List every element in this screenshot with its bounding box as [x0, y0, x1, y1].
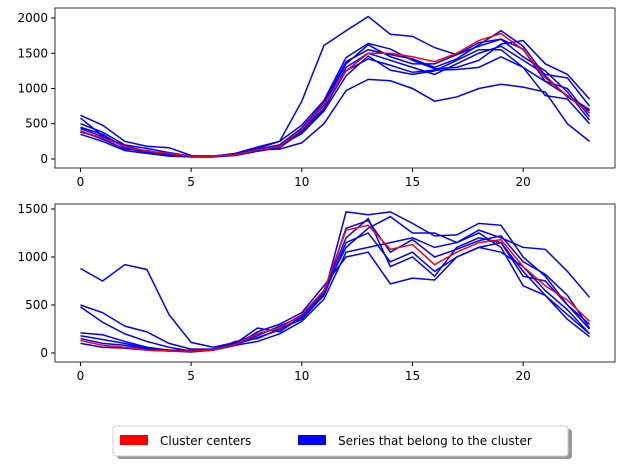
y-tick-label: 1000 [17, 81, 48, 95]
axes-frame [54, 7, 616, 169]
x-tick-label: 0 [77, 369, 85, 383]
legend-label: Cluster centers [160, 434, 251, 448]
x-tick-label: 10 [294, 175, 309, 189]
legend-patch [298, 435, 326, 445]
x-tick-label: 20 [516, 369, 531, 383]
y-tick-label: 1500 [17, 46, 48, 60]
legend-patch [120, 435, 148, 445]
y-tick-label: 2000 [17, 11, 48, 25]
series-line [80, 224, 591, 352]
y-tick-label: 500 [25, 117, 48, 131]
y-tick-label: 1500 [17, 202, 48, 216]
x-tick-label: 5 [187, 175, 195, 189]
y-tick-label: 500 [25, 298, 48, 312]
x-tick-label: 0 [77, 175, 85, 189]
legend-label: Series that belong to the cluster [338, 434, 532, 448]
series-line [80, 39, 591, 157]
legend: Cluster centers Series that belong to the… [120, 434, 532, 448]
series-line [80, 215, 591, 348]
series-line [80, 32, 591, 157]
series-line [80, 211, 591, 350]
series-line [80, 48, 591, 158]
y-tick-label: 0 [40, 346, 48, 360]
legend-box [112, 425, 569, 457]
y-tick-label: 0 [40, 152, 48, 166]
x-tick-label: 10 [294, 369, 309, 383]
x-tick-label: 5 [187, 369, 195, 383]
series-line [80, 219, 591, 351]
series-line [80, 217, 591, 352]
x-tick-label: 15 [405, 369, 420, 383]
axes-frame [54, 203, 616, 363]
y-tick-label: 1000 [17, 250, 48, 264]
series-line [80, 38, 591, 157]
x-tick-label: 15 [405, 175, 420, 189]
x-tick-label: 20 [516, 175, 531, 189]
